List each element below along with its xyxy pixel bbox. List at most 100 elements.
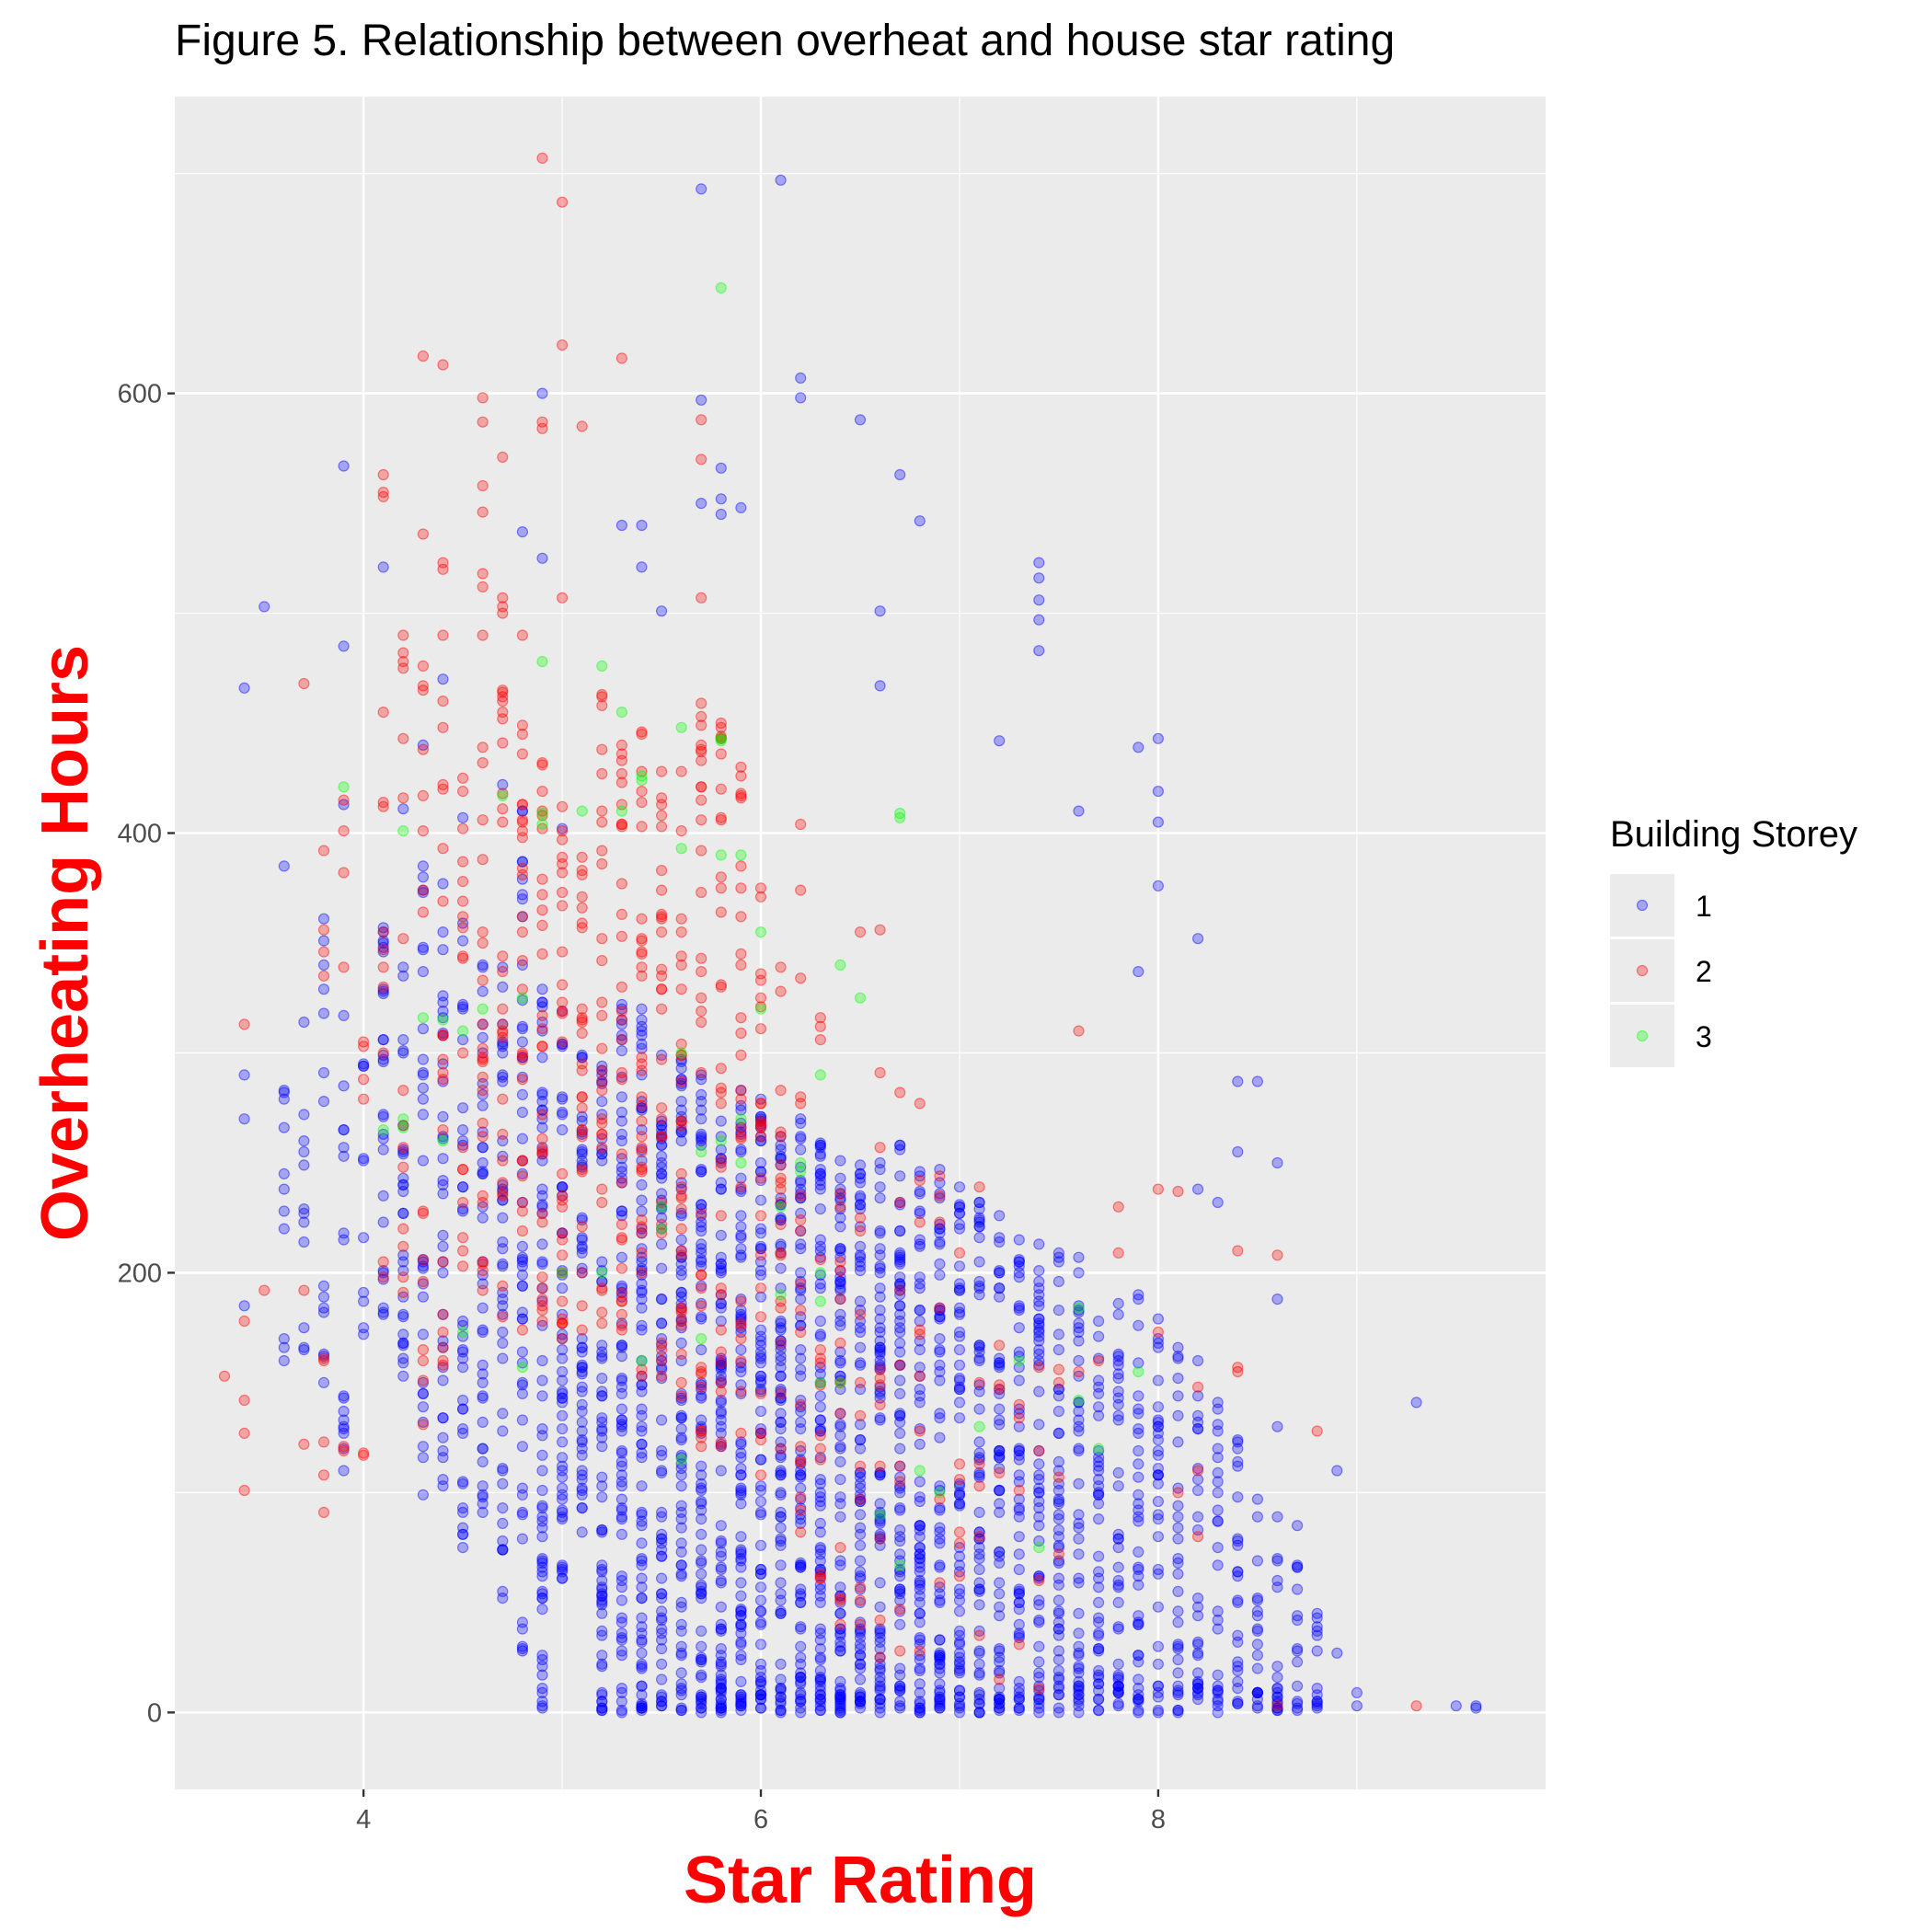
scatter-point-series-2 — [497, 684, 509, 696]
legend-point-1 — [1636, 899, 1649, 912]
scatter-point-series-1 — [377, 926, 389, 938]
scatter-point-series-1 — [854, 1662, 867, 1674]
scatter-point-series-1 — [615, 1682, 628, 1695]
scatter-point-series-1 — [696, 1691, 707, 1703]
scatter-point-series-1 — [1133, 1390, 1144, 1402]
scatter-point-series-1 — [636, 1025, 648, 1037]
scatter-point-series-1 — [795, 1117, 807, 1130]
scatter-point-series-2 — [636, 728, 648, 741]
scatter-point-series-1 — [1013, 1256, 1025, 1268]
scatter-point-series-2 — [775, 1084, 787, 1097]
scatter-point-series-1 — [715, 1673, 727, 1685]
scatter-point-series-1 — [655, 1238, 668, 1250]
scatter-point-series-1 — [1311, 1625, 1323, 1638]
scatter-point-series-1 — [497, 1544, 509, 1556]
scatter-point-series-1 — [1052, 1689, 1065, 1701]
scatter-point-series-1 — [636, 561, 648, 573]
scatter-point-series-2 — [596, 1282, 608, 1294]
scatter-point-series-2 — [754, 1433, 767, 1446]
scatter-point-series-1 — [536, 1282, 548, 1294]
scatter-point-series-1 — [536, 1653, 548, 1666]
scatter-point-series-1 — [854, 1159, 867, 1171]
scatter-point-series-1 — [516, 1509, 529, 1521]
scatter-point-series-1 — [795, 1282, 807, 1294]
scatter-point-series-1 — [437, 1374, 449, 1386]
scatter-point-series-1 — [655, 1466, 668, 1479]
scatter-point-series-1 — [795, 1509, 807, 1521]
scatter-point-series-1 — [715, 1264, 727, 1277]
scatter-point-series-2 — [596, 996, 608, 1008]
scatter-point-series-2 — [874, 1142, 886, 1154]
scatter-point-series-2 — [576, 1221, 588, 1233]
scatter-point-series-1 — [477, 1047, 489, 1059]
scatter-point-series-2 — [556, 196, 569, 208]
scatter-point-series-1 — [675, 1568, 687, 1580]
scatter-point-series-1 — [775, 1139, 787, 1151]
scatter-point-series-1 — [655, 1293, 668, 1305]
scatter-point-series-1 — [615, 998, 628, 1011]
scatter-point-series-1 — [675, 1115, 687, 1127]
scatter-point-series-1 — [556, 1365, 569, 1378]
scatter-point-series-1 — [775, 1577, 787, 1589]
scatter-point-series-1 — [238, 1300, 250, 1312]
scatter-point-series-1 — [754, 1427, 767, 1440]
scatter-point-series-2 — [775, 1177, 787, 1189]
scatter-point-series-1 — [397, 1264, 409, 1277]
scatter-point-series-1 — [556, 1264, 569, 1277]
scatter-point-series-2 — [696, 814, 707, 826]
scatter-point-series-2 — [556, 1249, 569, 1261]
scatter-point-series-1 — [754, 1618, 767, 1630]
scatter-point-series-1 — [338, 1414, 350, 1426]
scatter-point-series-2 — [874, 1651, 886, 1663]
scatter-point-series-1 — [615, 1166, 628, 1178]
scatter-point-series-1 — [655, 1317, 668, 1329]
scatter-point-series-1 — [497, 1047, 509, 1059]
scatter-point-series-1 — [1291, 1561, 1304, 1573]
scatter-point-series-1 — [417, 1441, 429, 1453]
scatter-point-series-1 — [834, 1697, 846, 1709]
scatter-point-series-1 — [636, 1179, 648, 1191]
scatter-point-series-1 — [576, 1436, 588, 1448]
scatter-point-series-2 — [477, 937, 489, 949]
scatter-point-series-2 — [317, 946, 330, 958]
scatter-point-series-1 — [516, 1196, 529, 1209]
scatter-point-series-1 — [596, 1133, 608, 1144]
scatter-point-series-1 — [735, 1104, 747, 1116]
scatter-point-series-1 — [795, 1640, 807, 1652]
scatter-point-series-1 — [973, 1658, 985, 1670]
scatter-point-series-2 — [536, 759, 548, 771]
scatter-point-series-1 — [338, 1234, 350, 1246]
scatter-point-series-1 — [735, 1653, 747, 1666]
scatter-point-series-2 — [715, 783, 727, 795]
scatter-point-series-1 — [1052, 1427, 1065, 1440]
scatter-point-series-1 — [1092, 1460, 1105, 1472]
scatter-point-series-3 — [894, 1559, 906, 1571]
scatter-point-series-1 — [437, 1153, 449, 1165]
scatter-point-series-1 — [1013, 1302, 1025, 1314]
scatter-point-series-2 — [497, 1093, 509, 1105]
scatter-point-series-2 — [377, 1256, 389, 1268]
scatter-point-series-1 — [675, 1313, 687, 1325]
scatter-point-series-1 — [437, 1131, 449, 1143]
scatter-point-series-2 — [636, 1267, 648, 1279]
scatter-point-series-2 — [675, 1390, 687, 1402]
scatter-point-series-1 — [556, 1506, 569, 1519]
scatter-point-series-1 — [497, 1260, 509, 1272]
scatter-point-series-2 — [596, 1183, 608, 1195]
scatter-point-series-1 — [1052, 1328, 1065, 1340]
scatter-point-series-1 — [795, 1188, 807, 1200]
scatter-point-series-1 — [834, 1420, 846, 1432]
scatter-point-series-1 — [675, 1570, 687, 1582]
scatter-point-series-1 — [576, 1482, 588, 1494]
scatter-point-series-1 — [675, 1640, 687, 1652]
scatter-point-series-1 — [715, 1678, 727, 1690]
scatter-point-series-1 — [1172, 1616, 1184, 1628]
scatter-point-series-1 — [516, 1640, 529, 1652]
scatter-point-series-1 — [596, 1696, 608, 1708]
scatter-point-series-1 — [1092, 1627, 1105, 1639]
scatter-point-series-1 — [497, 1236, 509, 1248]
scatter-point-series-1 — [615, 1414, 628, 1426]
scatter-point-series-1 — [1112, 1541, 1124, 1554]
scatter-point-series-2 — [655, 926, 668, 938]
scatter-point-series-1 — [536, 1121, 548, 1133]
